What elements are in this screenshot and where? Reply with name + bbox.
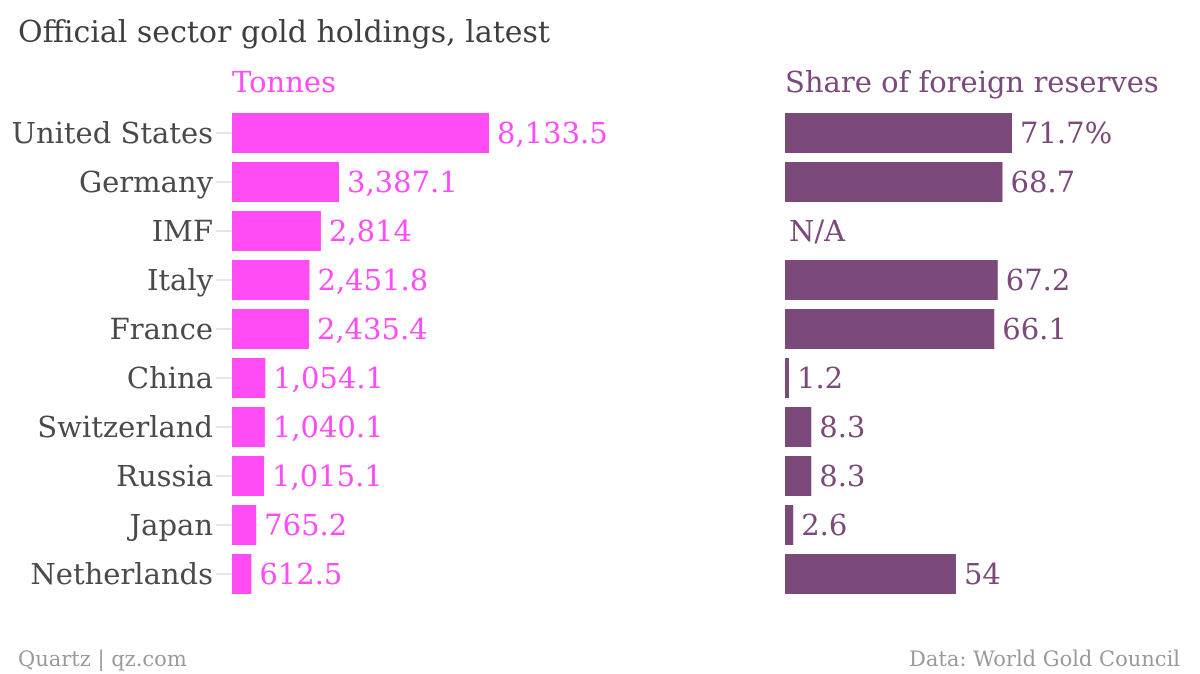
share-value-netherlands: 54 [964,557,1001,591]
tonnes-value-france: 2,435.4 [317,312,428,346]
tonnes-value-japan: 765.2 [264,508,347,542]
share-value-japan: 2.6 [801,508,847,542]
footer-credit: Quartz | qz.com [18,647,187,672]
category-label-china: China [127,361,213,395]
share-bar-united-states [785,113,1012,153]
category-label-russia: Russia [116,459,213,493]
tonnes-value-netherlands: 612.5 [259,557,342,591]
tonnes-bar-switzerland [232,407,265,447]
tonnes-bar-france [232,309,309,349]
share-bar-china [785,358,789,398]
tonnes-value-united-states: 8,133.5 [497,116,608,150]
category-label-italy: Italy [147,263,214,297]
share-bar-japan [785,505,794,545]
share-bar-switzerland [785,407,812,447]
share-value-france: 66.1 [1002,312,1067,346]
share-bar-france [785,309,995,349]
share-bar-germany [785,162,1003,202]
tonnes-bar-netherlands [232,554,252,594]
share-value-imf: N/A [789,214,846,248]
category-label-switzerland: Switzerland [37,410,213,444]
tonnes-bar-russia [232,456,265,496]
share-bar-netherlands [785,554,956,594]
tonnes-value-germany: 3,387.1 [347,165,458,199]
share-value-united-states: 71.7% [1020,116,1112,150]
share-value-switzerland: 8.3 [819,410,865,444]
category-label-united-states: United States [12,116,214,150]
tonnes-series-header: Tonnes [232,65,336,99]
tonnes-bar-germany [232,162,340,202]
tonnes-value-imf: 2,814 [329,214,412,248]
share-value-russia: 8.3 [819,459,865,493]
share-bar-italy [785,260,998,300]
category-label-japan: Japan [127,508,213,542]
tonnes-bar-united-states [232,113,489,153]
tonnes-bar-italy [232,260,310,300]
share-value-italy: 67.2 [1006,263,1071,297]
share-value-germany: 68.7 [1011,165,1076,199]
tonnes-value-switzerland: 1,040.1 [273,410,384,444]
tonnes-bar-japan [232,505,257,545]
category-label-imf: IMF [152,214,213,248]
share-series-header: Share of foreign reserves [785,65,1159,99]
chart-rows: United States 8,133.5 71.7% Germany 3,387.1 6… [12,113,1112,594]
category-label-france: France [110,312,213,346]
category-label-netherlands: Netherlands [30,557,213,591]
chart-title: Official sector gold holdings, latest [18,15,550,50]
tonnes-value-china: 1,054.1 [273,361,384,395]
tonnes-bar-imf [232,211,321,251]
share-value-china: 1.2 [797,361,843,395]
tonnes-bar-china [232,358,266,398]
footer-source: Data: World Gold Council [909,647,1180,671]
tonnes-value-italy: 2,451.8 [317,263,428,297]
share-bar-russia [785,456,812,496]
tonnes-value-russia: 1,015.1 [272,459,383,493]
category-label-germany: Germany [79,165,214,199]
